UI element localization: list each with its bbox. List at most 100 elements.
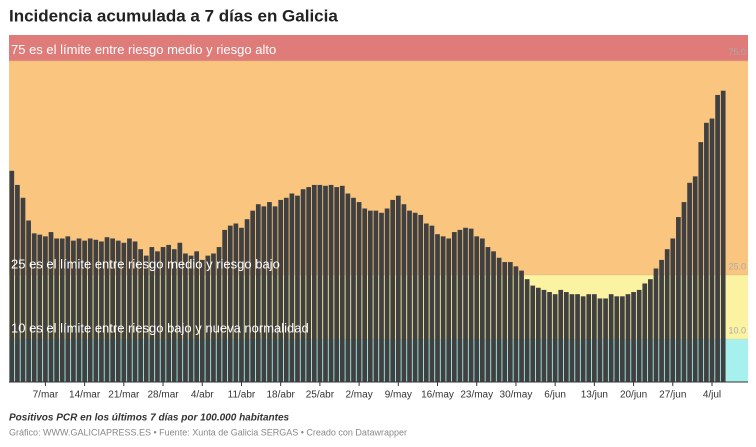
bar <box>188 255 194 382</box>
bar <box>586 294 592 382</box>
bar <box>255 204 261 382</box>
bar <box>648 279 653 382</box>
x-tick-label: 20/jun <box>620 390 647 401</box>
bar <box>267 202 272 382</box>
bar <box>395 195 401 382</box>
risk-band <box>9 35 748 61</box>
bar <box>485 247 491 382</box>
bar <box>155 251 160 382</box>
bar <box>15 184 20 382</box>
bar <box>530 285 536 382</box>
bar <box>468 228 474 382</box>
x-tick-label: 6/jun <box>544 390 566 401</box>
bar <box>429 225 435 382</box>
bar <box>440 236 446 382</box>
bar <box>93 239 99 382</box>
bar <box>491 251 496 382</box>
bar <box>26 220 31 382</box>
bar <box>379 212 384 382</box>
bar <box>687 182 692 382</box>
band-annotation: 75 es el límite entre riesgo medio y rie… <box>11 42 276 57</box>
bar <box>362 208 368 382</box>
bar <box>306 187 312 382</box>
bar <box>614 296 620 382</box>
y-tick-label: 10.0 <box>728 326 746 336</box>
bar <box>423 223 429 382</box>
bar <box>183 253 188 382</box>
bar <box>289 193 295 382</box>
bar <box>575 294 580 382</box>
bar <box>166 244 171 382</box>
bar <box>110 238 115 382</box>
bar <box>317 184 323 382</box>
bar <box>199 259 205 382</box>
bar <box>670 238 676 382</box>
bar <box>71 240 76 382</box>
bar <box>300 189 306 382</box>
x-tick-label: 9/may <box>385 390 412 401</box>
bar <box>87 238 93 382</box>
bar <box>227 225 233 382</box>
bar <box>709 118 715 382</box>
bar <box>9 170 15 382</box>
bar <box>636 289 642 382</box>
x-tick-label: 25/abr <box>306 390 335 401</box>
bar <box>659 259 664 382</box>
x-tick-label: 27/jun <box>659 390 686 401</box>
bar <box>356 202 362 382</box>
bar <box>334 187 340 382</box>
bar <box>412 212 418 382</box>
bar <box>457 229 463 382</box>
bar <box>569 294 575 382</box>
bar <box>407 210 412 382</box>
bar <box>446 238 452 382</box>
x-tick-label: 11/abr <box>228 390 256 401</box>
bar <box>99 241 104 382</box>
bar <box>720 90 726 383</box>
bar <box>328 184 334 382</box>
bar <box>479 238 485 382</box>
risk-band <box>9 339 748 382</box>
bar <box>48 232 54 382</box>
bar <box>121 242 127 382</box>
x-tick-label: 30/may <box>500 390 533 401</box>
bar <box>54 238 59 382</box>
bar <box>43 236 48 382</box>
bar <box>194 251 200 382</box>
bar <box>692 176 698 382</box>
bar <box>138 249 143 382</box>
bar <box>149 247 155 382</box>
bar <box>177 242 183 382</box>
bar <box>222 229 228 382</box>
bar <box>345 193 351 382</box>
bar <box>653 268 659 382</box>
bar <box>507 262 513 382</box>
x-tick-label: 23/may <box>460 390 493 401</box>
bar <box>233 223 239 382</box>
bar <box>351 197 356 382</box>
bar <box>127 238 132 382</box>
bar <box>631 292 636 382</box>
bar <box>278 199 284 382</box>
bar <box>676 217 681 382</box>
chart-title: Incidencia acumulada a 7 días en Galicia <box>9 6 338 25</box>
x-tick-label: 16/may <box>421 390 454 401</box>
x-tick-label: 14/mar <box>69 390 101 401</box>
bar <box>463 227 468 382</box>
bar <box>558 289 564 382</box>
bar <box>642 283 648 382</box>
bar <box>205 255 211 382</box>
bar <box>20 197 26 382</box>
bar <box>664 249 670 382</box>
x-tick-label: 28/mar <box>147 390 179 401</box>
bar <box>564 292 569 382</box>
bar <box>390 199 396 382</box>
bar <box>367 210 373 382</box>
x-tick-label: 21/mar <box>108 390 140 401</box>
bar <box>502 262 508 382</box>
bar <box>597 298 603 382</box>
risk-band <box>9 274 748 340</box>
band-annotation: 10 es el límite entre riesgo bajo y nuev… <box>11 321 309 336</box>
y-tick-label: 25.0 <box>728 261 746 271</box>
bar <box>552 294 558 382</box>
